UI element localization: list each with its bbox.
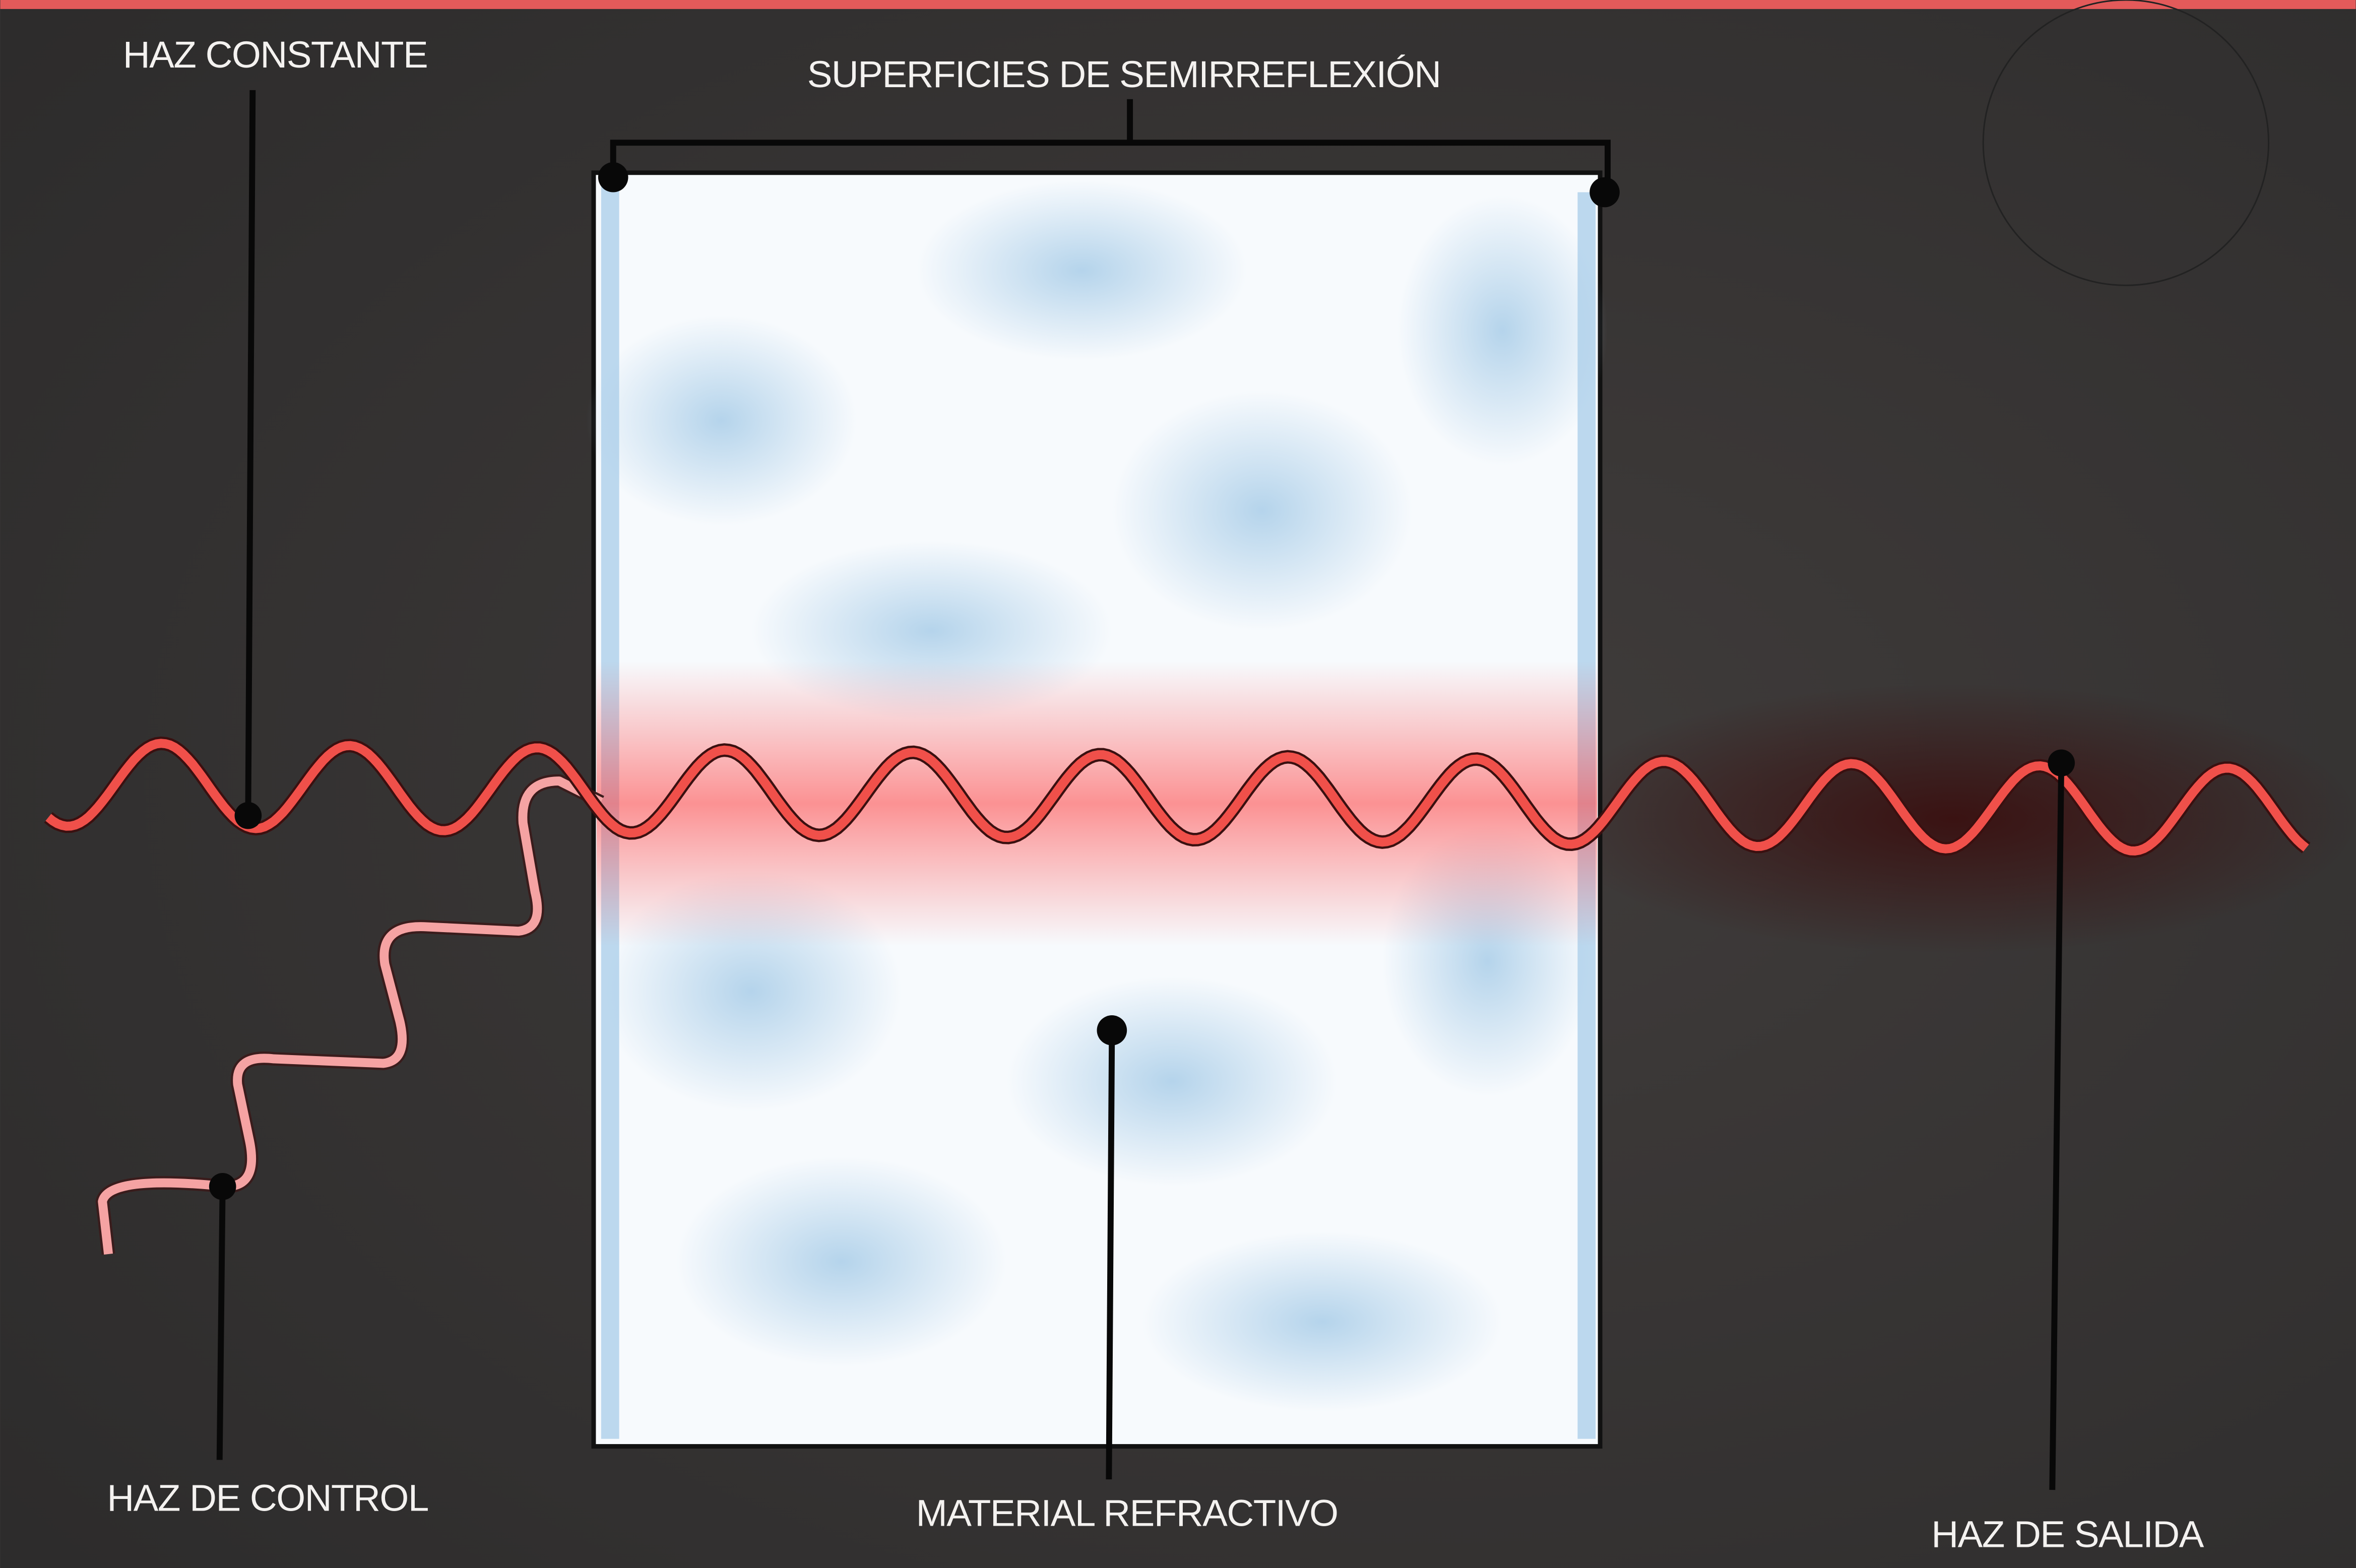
label: HAZ DE SALIDA [1931,1513,2204,1555]
label: HAZ DE CONTROL [107,1477,428,1519]
diagram: HAZ CONSTANTE SUPERFICIES DE SEMIRREFLEX… [0,0,2356,1568]
leader-line [1109,1030,1112,1479]
dot [209,1173,236,1200]
dot [1589,177,1620,208]
dot [2048,749,2075,776]
cloud [586,315,857,526]
cloud [1007,976,1338,1187]
dot [1097,1015,1127,1046]
leader-line [220,1187,223,1460]
output-glow [1548,683,2356,954]
cloud [1142,1231,1502,1412]
dot [235,802,262,829]
cloud [1112,390,1412,631]
cloud [676,1156,1007,1366]
page: HAZ CONSTANTE SUPERFICIES DE SEMIRREFLEX… [0,0,2356,1568]
label: SUPERFICIES DE SEMIRREFLEXIÓN [807,53,1441,95]
red-glow [597,661,1597,946]
dot [598,162,628,192]
cloud [917,180,1247,361]
label: HAZ CONSTANTE [123,34,427,76]
cloud [1397,195,1608,466]
top-edge [1,0,2356,9]
label: MATERIAL REFRACTIVO [916,1492,1338,1534]
